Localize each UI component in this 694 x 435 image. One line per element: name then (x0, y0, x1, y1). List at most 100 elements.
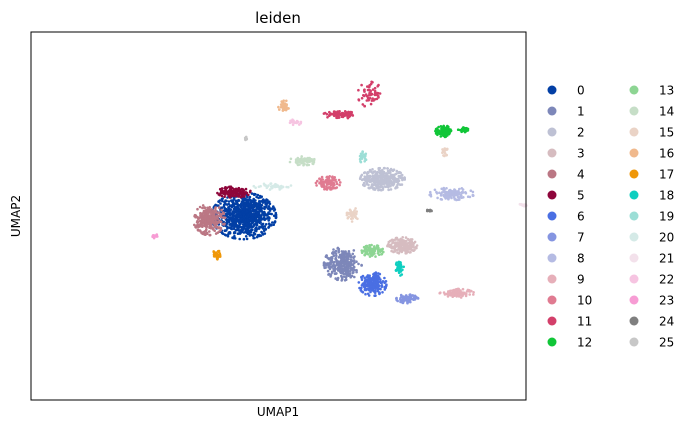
data-point (363, 253, 367, 257)
cluster-13-points (360, 243, 385, 258)
data-point (363, 176, 367, 180)
data-point (228, 188, 232, 191)
data-point (369, 290, 372, 294)
data-point (314, 181, 318, 185)
data-point (194, 226, 198, 229)
data-point (388, 168, 392, 172)
data-point (332, 260, 336, 264)
data-point (213, 218, 216, 221)
data-point (209, 211, 212, 214)
data-point (399, 174, 402, 178)
data-point (392, 250, 395, 253)
data-point (398, 248, 401, 251)
data-point (263, 205, 266, 209)
legend-label: 4 (577, 168, 585, 182)
data-point (272, 205, 275, 208)
data-point (371, 88, 375, 91)
cluster-24-points (425, 208, 433, 213)
data-point (399, 183, 402, 186)
data-point (364, 154, 367, 157)
data-point (402, 297, 405, 300)
data-point (254, 193, 257, 196)
data-point (352, 271, 355, 274)
data-point (393, 180, 396, 183)
data-point (217, 206, 221, 209)
y-axis-label: UMAP2 (9, 195, 23, 237)
data-point (204, 220, 207, 223)
plot-frame (30, 31, 527, 401)
data-point (202, 209, 206, 213)
data-point (281, 185, 285, 189)
data-point (375, 178, 379, 182)
data-point (445, 148, 449, 151)
data-point (378, 272, 382, 276)
data-point (328, 110, 331, 114)
legend-item-2: 2 (547, 126, 585, 140)
data-point (388, 239, 392, 243)
data-point (376, 85, 380, 88)
data-point (340, 279, 344, 282)
data-point (372, 174, 375, 178)
data-point (413, 298, 417, 301)
data-point (368, 178, 371, 182)
data-point (352, 259, 356, 262)
data-point (244, 191, 248, 194)
data-point (389, 184, 392, 188)
cluster-20-points (252, 182, 293, 191)
legend-label: 8 (577, 252, 585, 266)
data-point (267, 216, 271, 219)
legend-item-6: 6 (547, 210, 585, 224)
data-point (341, 261, 345, 265)
data-point (302, 163, 305, 167)
data-point (404, 242, 407, 245)
data-point (363, 90, 366, 93)
data-point (372, 170, 376, 174)
data-point (210, 226, 214, 230)
data-point (398, 242, 402, 245)
data-point (351, 210, 355, 214)
data-point (449, 129, 453, 132)
data-point (225, 199, 228, 203)
data-point (442, 291, 446, 294)
data-point (385, 283, 388, 287)
data-point (235, 189, 239, 193)
legend-label: 0 (577, 84, 585, 98)
data-point (331, 264, 335, 268)
data-point (252, 224, 255, 228)
data-point (352, 265, 356, 269)
data-point (226, 219, 230, 223)
data-point (201, 204, 205, 207)
data-point (254, 222, 257, 226)
data-point (404, 298, 407, 302)
data-point (355, 260, 358, 264)
data-point (208, 215, 211, 219)
data-point (233, 219, 236, 223)
data-point (298, 160, 302, 163)
data-point (433, 188, 437, 192)
data-point (215, 215, 219, 219)
data-point (397, 238, 400, 242)
data-point (395, 180, 398, 184)
data-point (220, 206, 224, 209)
data-point (357, 98, 361, 101)
data-point (275, 183, 278, 187)
data-point (287, 185, 290, 189)
data-point (229, 208, 232, 211)
data-point (344, 270, 348, 273)
data-point (348, 263, 352, 267)
data-point (267, 219, 271, 222)
data-point (456, 192, 460, 196)
legend-marker (629, 106, 639, 116)
data-point (398, 171, 401, 174)
legend-item-18: 18 (629, 189, 674, 203)
data-point (340, 268, 343, 272)
data-point (357, 88, 360, 92)
data-point (376, 174, 379, 177)
legend-marker (629, 85, 639, 95)
data-point (268, 188, 272, 191)
data-point (255, 208, 258, 211)
data-point (460, 194, 463, 197)
data-point (326, 175, 329, 179)
data-point (388, 245, 391, 248)
data-point (389, 188, 393, 191)
